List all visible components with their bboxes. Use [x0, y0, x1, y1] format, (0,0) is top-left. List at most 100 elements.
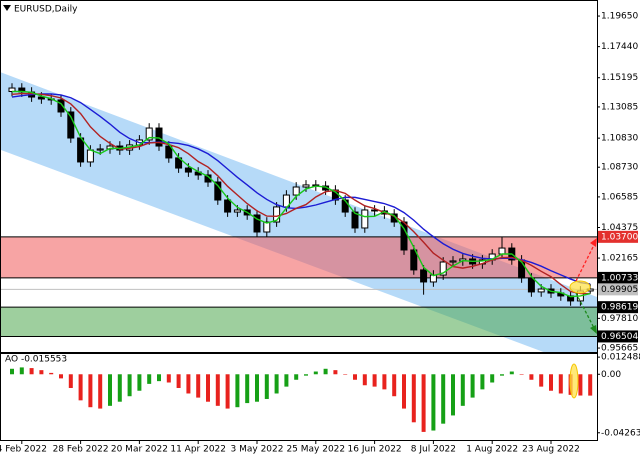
ao-bar — [127, 374, 132, 397]
ao-bar — [235, 374, 240, 408]
candle-body — [253, 214, 261, 233]
ao-bar — [284, 374, 289, 387]
ao-bar — [313, 371, 318, 375]
ao-bar — [411, 374, 416, 423]
ao-bar — [558, 374, 563, 394]
y-tick-label: 1.06585 — [601, 192, 638, 202]
ao-bar — [117, 374, 122, 402]
candle-body — [67, 111, 75, 139]
y-tick-label: 1.10830 — [601, 134, 638, 144]
menu-icon[interactable] — [3, 5, 11, 11]
level-label: 1.00733 — [601, 273, 638, 283]
candle-body — [96, 148, 104, 151]
ao-bar — [215, 374, 220, 406]
ao-bar — [421, 374, 426, 432]
ao-bar — [509, 371, 514, 375]
candle-body — [233, 209, 241, 213]
candle-body — [145, 127, 153, 141]
ao-bar — [353, 374, 357, 380]
candle-body — [37, 96, 45, 100]
ao-bar — [98, 374, 103, 409]
ao-bar — [519, 374, 524, 375]
ao-bar — [362, 374, 367, 386]
ao-bar — [451, 374, 455, 416]
candle-body — [361, 209, 369, 229]
candle-body — [57, 99, 65, 113]
indicator-title: AO -0.015553 — [5, 355, 67, 365]
y-tick-label: 1.13085 — [601, 102, 638, 112]
ao-bar — [166, 374, 171, 383]
y-tick-label: 0.97810 — [601, 314, 638, 324]
ao-bar — [549, 374, 553, 391]
zone — [0, 236, 597, 278]
ao-bar — [196, 374, 201, 398]
ao-bar — [294, 374, 299, 380]
candle-body — [351, 211, 359, 229]
zone — [0, 307, 597, 337]
ao-bar — [372, 374, 377, 387]
y-tick-label: 1.08730 — [601, 163, 638, 173]
candle-body — [498, 247, 506, 255]
level-label-box — [598, 330, 638, 343]
x-tick-label: 28 Feb 2022 — [53, 445, 109, 455]
ao-bar — [176, 374, 181, 388]
candle-body — [439, 261, 447, 276]
ao-bar — [392, 374, 397, 397]
candle-body — [263, 221, 271, 233]
level-label-box — [598, 230, 638, 243]
ao-bar — [78, 374, 83, 401]
y-tick-label: 1.04375 — [601, 223, 638, 233]
x-tick-label: 11 Apr 2022 — [170, 445, 226, 455]
candle-body — [184, 167, 192, 173]
candle-body — [449, 260, 457, 263]
ao-bar — [255, 374, 259, 402]
candle-body — [410, 249, 418, 271]
up-arrow-head — [590, 238, 597, 247]
ao-bar — [245, 374, 250, 404]
candle-body — [224, 199, 232, 213]
moving-average — [11, 92, 591, 295]
y-tick-label: 0.012488 — [601, 353, 640, 363]
ao-bar — [68, 374, 73, 388]
x-tick-label: 20 Mar 2022 — [111, 445, 168, 455]
ao-bar — [460, 374, 465, 406]
ao-bar — [49, 372, 54, 375]
y-tick-label: -0.042635 — [601, 428, 640, 438]
ao-bar — [264, 374, 269, 399]
ao-bar — [147, 374, 152, 384]
ao-bar — [108, 374, 112, 406]
ao-bar — [402, 374, 406, 409]
down-arrow-head — [590, 325, 597, 334]
ao-bar — [333, 370, 338, 375]
ao-bar — [500, 374, 504, 376]
ao-bar — [382, 374, 387, 390]
y-tick-label: 1.15195 — [601, 73, 638, 83]
candle-body — [292, 186, 300, 196]
ao-bar — [225, 374, 230, 409]
level-label: 0.99905 — [601, 285, 638, 295]
x-tick-label: 4 Feb 2022 — [0, 445, 47, 455]
ao-bar — [470, 374, 475, 398]
candle-body — [77, 137, 85, 163]
candle-body — [273, 206, 281, 223]
x-tick-label: 25 May 2022 — [286, 445, 345, 455]
y-tick-label: 0.00 — [601, 370, 621, 380]
level-label: 1.03700 — [601, 232, 638, 242]
price-frame — [0, 0, 598, 353]
x-tick-label: 16 Jun 2022 — [348, 445, 402, 455]
x-tick-label: 1 Aug 2022 — [466, 445, 518, 455]
candle-body — [527, 277, 535, 293]
ao-bar — [88, 374, 93, 408]
x-tick-label: 23 Aug 2022 — [522, 445, 580, 455]
candle-body — [155, 127, 163, 147]
indicator-pane — [10, 367, 593, 432]
chart-title: EURUSD,Daily — [14, 5, 78, 15]
up-arrow — [575, 242, 596, 282]
ao-bar — [10, 368, 14, 375]
moving-average — [12, 90, 591, 298]
ao-bar — [39, 370, 44, 375]
level-label: 0.98619 — [601, 303, 638, 313]
ao-bar — [588, 374, 593, 396]
y-tick-label: 1.02165 — [601, 254, 638, 264]
